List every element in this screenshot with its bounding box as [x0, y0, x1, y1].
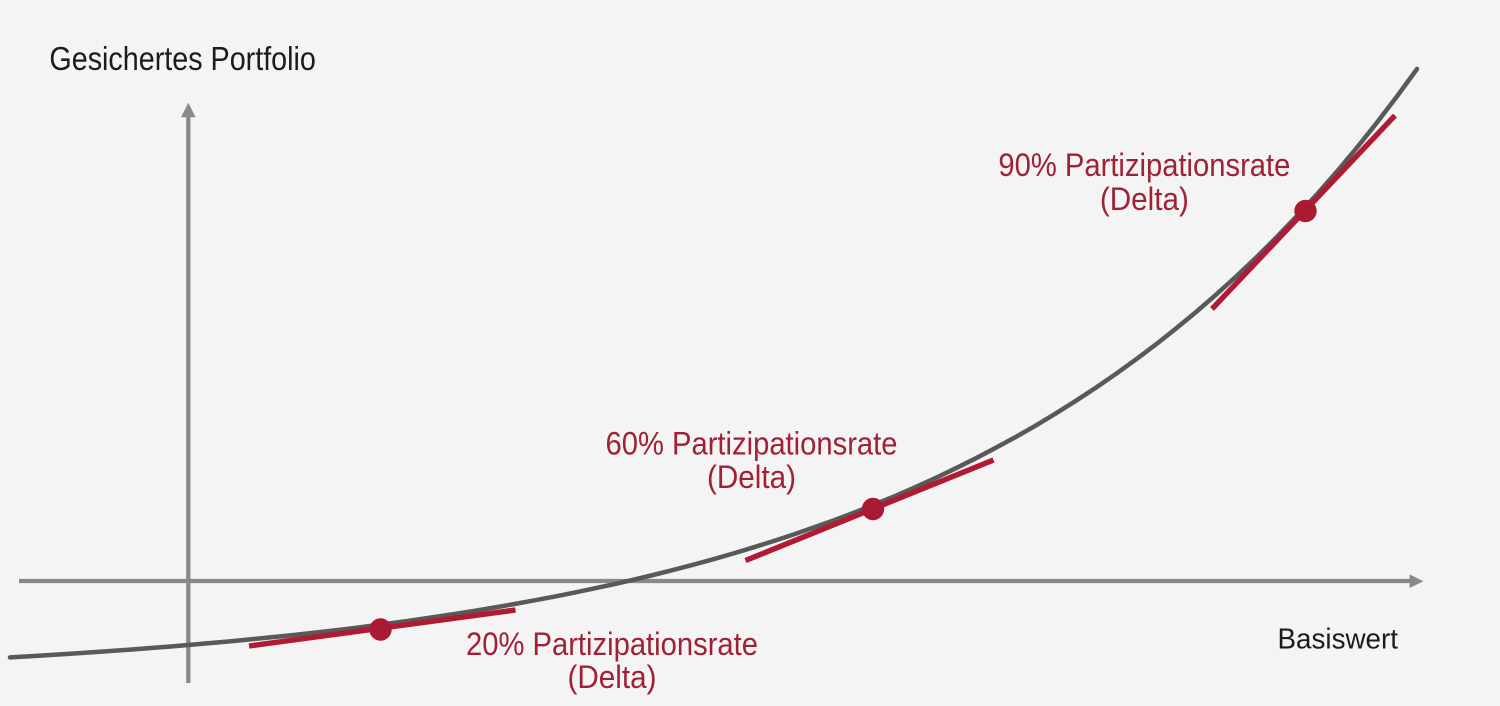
svg-text:Gesichertes Portfolio: Gesichertes Portfolio	[49, 40, 316, 77]
svg-text:(Delta): (Delta)	[568, 659, 657, 695]
svg-text:(Delta): (Delta)	[1100, 181, 1189, 217]
svg-text:90% Partizipationsrate: 90% Partizipationsrate	[998, 147, 1290, 183]
svg-text:20% Partizipationsrate: 20% Partizipationsrate	[466, 626, 758, 662]
svg-text:(Delta): (Delta)	[707, 459, 796, 495]
svg-text:60% Partizipationsrate: 60% Partizipationsrate	[606, 426, 898, 462]
svg-text:Basiswert: Basiswert	[1278, 624, 1399, 656]
